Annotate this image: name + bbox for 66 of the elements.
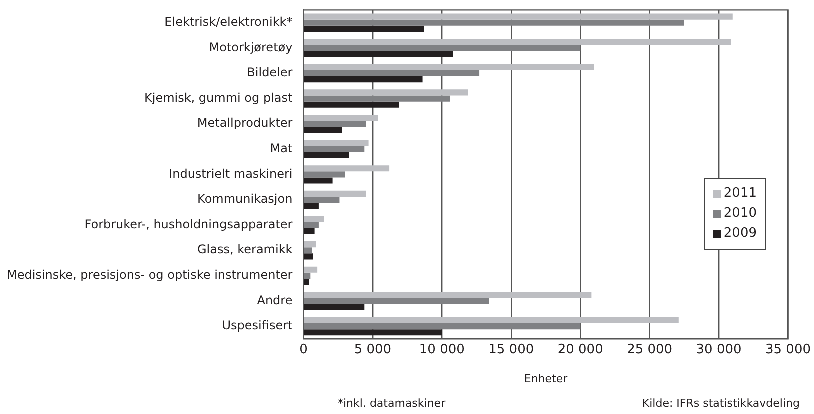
bar (304, 266, 318, 273)
bar (304, 304, 365, 310)
x-tick-label: 25 000 (627, 342, 673, 358)
y-tick-label: Mat (270, 142, 294, 156)
bar (304, 102, 400, 108)
bar (304, 39, 732, 46)
bar (304, 222, 319, 228)
bar (304, 248, 312, 254)
bar (304, 127, 342, 134)
bar (304, 90, 468, 96)
x-tick-label: 10 000 (419, 342, 465, 358)
bar (304, 330, 442, 336)
bar (304, 292, 592, 298)
bar (304, 317, 679, 324)
y-tick-label: Kjemisk, gummi og plast (144, 90, 294, 105)
text: *inkl. datamaskiner (338, 397, 446, 410)
bar (304, 76, 423, 83)
bar (304, 140, 369, 146)
y-tick-label: Forbruker-, husholdningsapparater (84, 217, 293, 232)
bar (304, 178, 333, 184)
bar (304, 121, 366, 128)
bar (304, 242, 316, 248)
bar (304, 272, 311, 279)
x-axis-title: Enheter (524, 372, 568, 386)
y-tick-label: Kommunikasjon (198, 192, 293, 206)
y-tick-label: Glass, keramikk (197, 242, 293, 257)
bar (304, 64, 594, 70)
bar (304, 254, 314, 260)
x-tick-label: 20 000 (558, 342, 604, 358)
bar (304, 324, 581, 330)
bar (304, 190, 366, 197)
x-tick-label: 35 000 (766, 342, 812, 358)
bar (304, 70, 480, 77)
y-tick-label: Bildeler (247, 66, 293, 80)
bar (304, 14, 733, 20)
bar (304, 298, 490, 304)
y-tick-label: Industrielt maskineri (169, 166, 293, 181)
bar (304, 96, 450, 102)
bar (304, 172, 346, 178)
legend-label: 2009 (724, 225, 757, 243)
y-tick-label: Motorkjøretøy (209, 40, 293, 54)
y-tick-label: Uspesifisert (222, 318, 294, 333)
bar (304, 203, 319, 210)
x-tick-label: 15 000 (488, 342, 534, 358)
x-tick-label: 30 000 (696, 342, 742, 358)
y-tick-label: Andre (257, 293, 293, 308)
bar (304, 51, 454, 58)
legend-label: 2011 (724, 185, 757, 203)
y-tick-label: Medisinske, presisjons- og optiske instrumenter (6, 268, 293, 282)
bar (304, 216, 324, 222)
bar (304, 146, 365, 152)
y-tick-label: Metallprodukter (197, 116, 293, 130)
bar (304, 45, 581, 52)
bar (304, 20, 684, 26)
bar (304, 152, 350, 159)
y-tick-label: Elektrisk/elektronikk* (164, 14, 293, 29)
x-tick-label: 5 000 (354, 342, 392, 358)
bar (304, 26, 424, 32)
legend-label: 2010 (724, 205, 757, 223)
bar (304, 114, 378, 122)
bar (304, 166, 390, 172)
text: Kilde: IFRs statistikkavdeling (642, 397, 800, 410)
x-tick-label: 0 (300, 342, 308, 358)
bar (304, 196, 340, 204)
bar (304, 278, 310, 286)
bar (304, 228, 315, 234)
